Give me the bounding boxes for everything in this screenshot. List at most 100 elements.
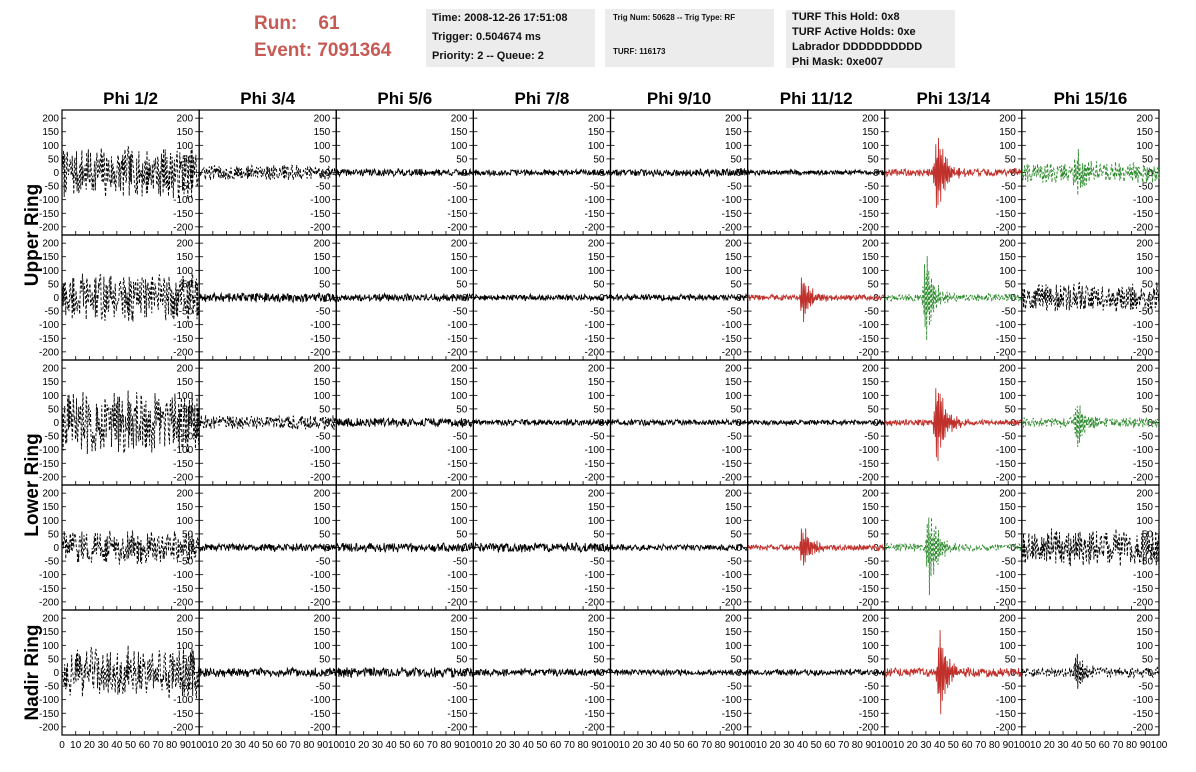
y-tick-label-r3-c0-6: -100 [173,570,193,581]
y-tick-label-r3-c2-2: 100 [451,516,468,527]
waveform-r3-c5 [747,528,886,566]
y-tick-label-left-r3-5: -50 [45,557,60,568]
x-tick-label-c0-10: 100 [191,740,208,751]
y-tick-label-r3-c7-6: -100 [1133,570,1153,581]
y-tick-label-left-r3-0: 200 [42,489,59,500]
y-tick-label-r2-c3-5: -50 [590,432,605,443]
y-tick-label-r3-c6-7: -150 [996,584,1016,595]
y-tick-label-r1-c2-5: -50 [453,307,468,318]
y-tick-label-r1-c7-7: -150 [1133,334,1153,345]
y-tick-label-r2-c4-5: -50 [727,432,742,443]
waveform-r3-c2 [335,542,474,554]
x-tick-label-c6-5: 60 [961,740,973,751]
y-tick-label-r2-c4-1: 150 [725,377,742,388]
y-tick-label-r4-c6-2: 100 [999,641,1016,652]
y-tick-label-r4-c1-4: 0 [325,668,331,679]
y-tick-label-r1-c0-2: 100 [176,266,193,277]
y-tick-label-r1-c6-4: 0 [1010,293,1016,304]
x-tick-label-c0-0: 0 [59,740,65,751]
y-tick-label-r2-c1-7: -150 [310,459,330,470]
y-tick-label-r0-c0-0: 200 [176,114,193,125]
y-tick-label-r1-c4-6: -100 [722,320,742,331]
x-tick-label-c5-5: 60 [824,740,836,751]
y-tick-label-r0-c3-3: 50 [593,154,605,165]
waveform-r4-c1 [198,666,337,678]
y-tick-label-r2-c0-4: 0 [188,418,194,429]
y-tick-label-r0-c2-8: -200 [447,222,467,233]
y-tick-label-r3-c0-7: -150 [173,584,193,595]
x-tick-label-c1-8: 90 [317,740,329,751]
y-tick-label-r3-c4-8: -200 [722,597,742,608]
x-tick-label-c0-2: 20 [84,740,96,751]
y-tick-label-r4-c1-3: 50 [319,654,331,665]
y-tick-label-r0-c3-7: -150 [584,209,604,220]
y-tick-label-r1-c1-4: 0 [325,293,331,304]
run-label: Run: [254,13,298,34]
y-tick-label-r1-c3-3: 50 [593,279,605,290]
x-tick-label-c3-8: 90 [591,740,603,751]
waveform-r4-c5 [747,668,885,677]
x-tick-label-c6-0: 10 [893,740,905,751]
y-tick-label-left-r1-2: 100 [42,266,59,277]
x-tick-label-c0-8: 80 [166,740,178,751]
y-tick-label-r0-c6-2: 100 [999,141,1016,152]
waveform-r4-c3 [472,667,611,678]
y-tick-label-left-r3-2: 100 [42,516,59,527]
y-tick-label-r2-c5-8: -200 [859,472,879,483]
x-tick-label-c6-9: 100 [1014,740,1031,751]
y-tick-label-r2-c2-1: 150 [451,377,468,388]
row-title-2: Lower Ring [22,433,43,536]
x-tick-label-c0-6: 60 [139,740,151,751]
y-tick-label-r1-c6-3: 50 [1005,279,1017,290]
y-tick-label-r4-c3-1: 150 [588,627,605,638]
y-tick-label-r4-c6-6: -100 [996,695,1016,706]
x-tick-label-c3-4: 50 [536,740,548,751]
column-title-8: Phi 15/16 [1054,89,1128,108]
y-tick-label-r2-c1-3: 50 [319,404,331,415]
y-tick-label-r3-c5-5: -50 [864,557,879,568]
y-tick-label-left-r4-8: -200 [39,722,59,733]
y-tick-label-r1-c2-1: 150 [451,252,468,263]
y-tick-label-r1-c6-0: 200 [999,239,1016,250]
y-tick-label-r0-c2-6: -100 [447,195,467,206]
x-tick-label-c6-1: 20 [907,740,919,751]
y-tick-label-r0-c7-0: 200 [1136,114,1153,125]
y-tick-label-r3-c3-6: -100 [584,570,604,581]
y-tick-label-r2-c7-3: 50 [1142,404,1154,415]
x-tick-label-c5-3: 40 [797,740,809,751]
column-title-5: Phi 9/10 [647,89,711,108]
y-tick-label-left-r2-6: -100 [39,445,59,456]
y-tick-label-r0-c6-3: 50 [1005,154,1017,165]
y-tick-label-r3-c0-8: -200 [173,597,193,608]
y-tick-label-left-r0-2: 100 [42,141,59,152]
y-tick-label-r0-c1-7: -150 [310,209,330,220]
y-tick-label-r0-c2-2: 100 [451,141,468,152]
y-tick-label-r1-c1-5: -50 [316,307,331,318]
x-tick-label-c2-2: 30 [372,740,384,751]
y-tick-label-r4-c5-8: -200 [859,722,879,733]
x-tick-label-c6-7: 80 [989,740,1001,751]
waveform-r1-c7 [1021,281,1160,313]
y-tick-label-left-r0-1: 150 [42,127,59,138]
y-tick-label-r4-c2-1: 150 [451,627,468,638]
x-tick-label-c1-4: 50 [262,740,274,751]
y-tick-label-r4-c4-1: 150 [725,627,742,638]
y-tick-label-r0-c6-5: -50 [1001,182,1016,193]
x-tick-label-c1-6: 70 [290,740,302,751]
y-tick-label-r2-c4-7: -150 [722,459,742,470]
y-tick-label-r1-c2-2: 100 [451,266,468,277]
y-tick-label-r4-c7-6: -100 [1133,695,1153,706]
waveform-r4-c2 [335,666,474,679]
y-tick-label-r2-c0-6: -100 [173,445,193,456]
column-title-4: Phi 7/8 [515,89,570,108]
x-tick-label-c4-6: 70 [701,740,713,751]
y-tick-label-r3-c1-5: -50 [316,557,331,568]
x-tick-label-c0-3: 30 [98,740,110,751]
y-tick-label-left-r1-0: 200 [42,239,59,250]
y-tick-label-r1-c7-5: -50 [1139,307,1154,318]
y-tick-label-r1-c7-6: -100 [1133,320,1153,331]
x-tick-label-c6-2: 30 [920,740,932,751]
y-tick-label-r3-c7-7: -150 [1133,584,1153,595]
y-tick-label-r1-c2-8: -200 [447,347,467,358]
y-tick-label-r3-c4-0: 200 [725,489,742,500]
